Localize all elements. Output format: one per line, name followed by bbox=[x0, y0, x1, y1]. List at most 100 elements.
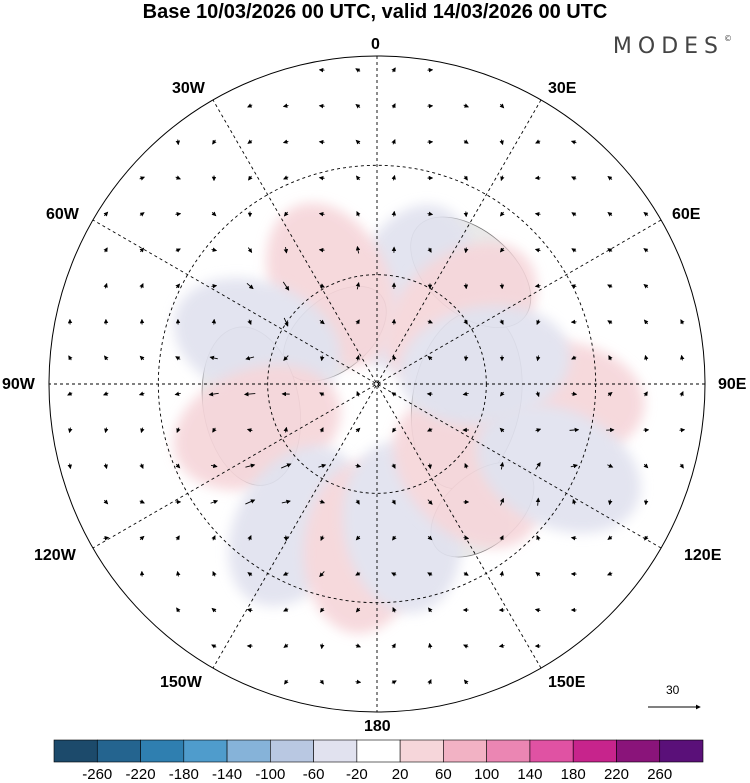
wind-arrow bbox=[139, 176, 146, 181]
wind-arrow bbox=[318, 103, 325, 109]
wind-arrow bbox=[570, 535, 577, 541]
wind-arrow bbox=[355, 354, 360, 361]
wind-arrow bbox=[572, 498, 577, 505]
colorbar-bin bbox=[399, 739, 444, 763]
wind-arrow bbox=[355, 68, 361, 73]
wind-arrow bbox=[427, 572, 433, 577]
wind-arrow bbox=[174, 391, 181, 396]
wind-arrow bbox=[176, 570, 181, 577]
wind-arrow bbox=[391, 499, 396, 505]
wind-arrow bbox=[208, 391, 219, 397]
wind-arrow bbox=[464, 462, 469, 469]
colorbar-bin bbox=[96, 739, 141, 763]
wind-arrow bbox=[391, 174, 396, 181]
wind-arrow bbox=[175, 356, 181, 361]
wind-arrow bbox=[392, 535, 397, 541]
colorbar bbox=[53, 739, 704, 763]
wind-arrow bbox=[67, 463, 72, 470]
colorbar-tick-label: -60 bbox=[302, 766, 325, 783]
wind-arrow bbox=[463, 535, 470, 540]
modes-logo: MODES© bbox=[613, 34, 732, 59]
colorbar-bin bbox=[529, 739, 574, 763]
wind-arrow bbox=[319, 499, 326, 504]
wind-arrow bbox=[391, 643, 396, 649]
wind-arrow bbox=[245, 355, 255, 361]
lon-label-0: 0 bbox=[371, 36, 380, 53]
wind-arrow bbox=[607, 535, 613, 540]
wind-arrow bbox=[247, 319, 252, 326]
colorbar-bin bbox=[486, 739, 531, 763]
wind-arrow bbox=[535, 461, 541, 470]
wind-arrow bbox=[355, 535, 361, 541]
wind-arrow bbox=[104, 355, 109, 361]
wind-arrow bbox=[355, 319, 360, 325]
wind-arrow bbox=[283, 211, 289, 217]
wind-arrow bbox=[427, 355, 433, 361]
wind-arrow bbox=[463, 247, 469, 254]
wind-arrow bbox=[644, 535, 649, 541]
lon-label-30w: 30W bbox=[172, 80, 205, 97]
wind-arrow bbox=[391, 463, 396, 469]
colorbar-tick-label: 140 bbox=[517, 766, 543, 783]
wind-arrow bbox=[248, 175, 253, 181]
wind-arrow bbox=[571, 391, 578, 397]
wind-arrow bbox=[499, 461, 505, 470]
wind-arrow bbox=[283, 247, 289, 254]
lon-label-120w: 120W bbox=[34, 547, 76, 564]
colorbar-bin bbox=[616, 739, 661, 763]
colorbar-bin bbox=[53, 739, 98, 763]
wind-arrow bbox=[570, 140, 577, 145]
colorbar-bin bbox=[443, 739, 487, 763]
wind-arrow bbox=[355, 499, 360, 505]
wind-arrow bbox=[211, 247, 218, 252]
wind-arrow bbox=[535, 572, 541, 577]
wind-arrow bbox=[462, 391, 469, 396]
colorbar-bin bbox=[270, 739, 314, 763]
colorbar-tick-label: -260 bbox=[82, 766, 113, 783]
wind-arrow bbox=[569, 427, 580, 433]
wind-arrow bbox=[607, 499, 613, 506]
wind-arrow bbox=[499, 570, 504, 577]
wind-arrow bbox=[499, 103, 505, 109]
wind-arrow bbox=[104, 427, 109, 434]
wind-arrow bbox=[139, 463, 144, 469]
wind-arrow bbox=[355, 607, 361, 613]
wind-arrow bbox=[392, 607, 397, 613]
wind-arrow bbox=[246, 428, 253, 433]
wind-arrow bbox=[499, 139, 504, 146]
map-boundary bbox=[48, 55, 706, 713]
wind-arrow bbox=[355, 245, 361, 254]
colorbar-tick-label: -180 bbox=[168, 766, 199, 783]
wind-arrow bbox=[284, 679, 289, 685]
wind-arrow bbox=[391, 138, 396, 145]
wind-arrow bbox=[67, 391, 73, 396]
wind-arrow bbox=[247, 139, 253, 144]
wind-arrow bbox=[498, 643, 505, 649]
wind-arrow bbox=[643, 319, 649, 325]
wind-arrow bbox=[643, 463, 649, 469]
wind-arrow bbox=[68, 355, 73, 361]
wind-arrow bbox=[427, 679, 432, 685]
wind-arrow bbox=[212, 427, 217, 433]
wind-arrow bbox=[139, 283, 144, 289]
wind-arrow bbox=[355, 104, 361, 109]
wind-arrow bbox=[139, 499, 145, 504]
wind-arrow bbox=[607, 571, 613, 576]
wind-arrow bbox=[319, 355, 325, 362]
wind-arrow bbox=[607, 176, 613, 181]
wind-arrow bbox=[463, 175, 468, 181]
colorbar-tick-label: 60 bbox=[435, 766, 452, 783]
wind-arrow bbox=[283, 607, 289, 612]
wind-arrow bbox=[391, 680, 397, 685]
wind-arrow bbox=[534, 211, 541, 217]
chart-title: Base 10/03/2026 00 UTC, valid 14/03/2026… bbox=[142, 1, 608, 23]
wind-arrow bbox=[499, 319, 504, 325]
wind-arrow bbox=[103, 211, 109, 217]
wind-arrow bbox=[282, 571, 289, 576]
copyright-mark: © bbox=[724, 34, 732, 43]
wind-arrow bbox=[463, 644, 469, 649]
wind-arrow bbox=[570, 463, 578, 469]
wind-arrow bbox=[535, 497, 541, 506]
wind-arrow bbox=[211, 211, 217, 217]
